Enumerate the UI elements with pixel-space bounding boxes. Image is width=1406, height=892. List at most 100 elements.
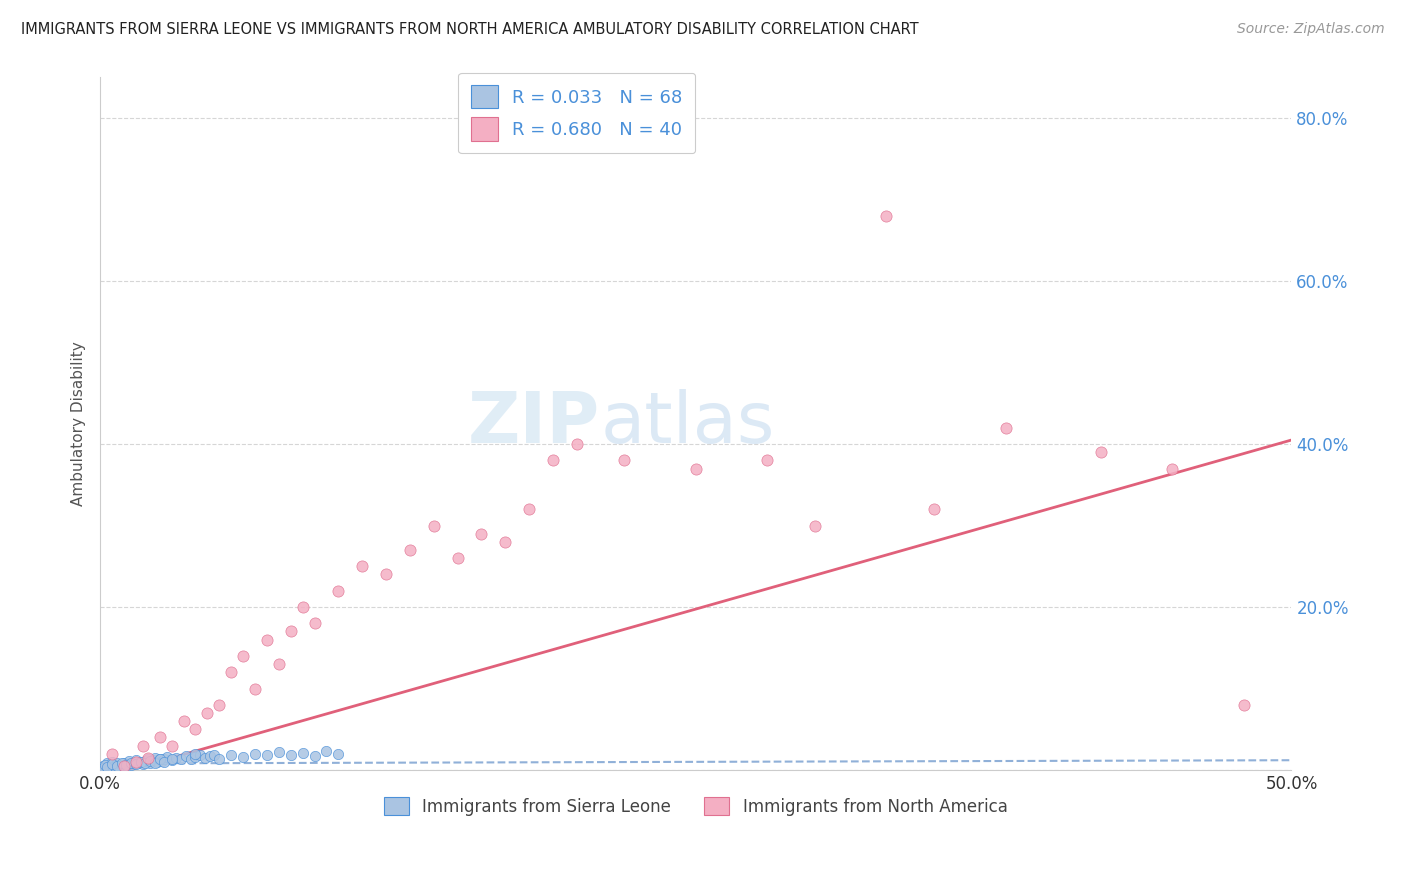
- Point: [756, 453, 779, 467]
- Point: [153, 752, 176, 766]
- Point: [565, 437, 588, 451]
- Text: Source: ZipAtlas.com: Source: ZipAtlas.com: [1237, 22, 1385, 37]
- Point: [256, 632, 278, 647]
- Point: [195, 706, 218, 720]
- Point: [115, 758, 138, 772]
- Point: [101, 757, 124, 772]
- Point: [101, 755, 124, 769]
- Point: [232, 648, 254, 663]
- Point: [105, 759, 128, 773]
- Point: [108, 760, 131, 774]
- Point: [243, 747, 266, 761]
- Point: [174, 749, 197, 764]
- Point: [160, 739, 183, 753]
- Point: [136, 752, 159, 766]
- Point: [685, 461, 707, 475]
- Point: [315, 744, 337, 758]
- Point: [125, 753, 148, 767]
- Point: [134, 754, 156, 768]
- Point: [256, 748, 278, 763]
- Point: [129, 755, 152, 769]
- Point: [96, 756, 118, 771]
- Point: [160, 753, 183, 767]
- Point: [153, 755, 176, 769]
- Point: [89, 762, 111, 776]
- Point: [115, 757, 138, 772]
- Point: [804, 518, 827, 533]
- Point: [160, 751, 183, 765]
- Y-axis label: Ambulatory Disability: Ambulatory Disability: [72, 342, 86, 506]
- Point: [188, 748, 211, 763]
- Point: [149, 752, 172, 766]
- Point: [446, 551, 468, 566]
- Point: [1161, 461, 1184, 475]
- Point: [304, 749, 326, 764]
- Point: [328, 583, 350, 598]
- Point: [98, 760, 121, 774]
- Point: [132, 757, 155, 772]
- Point: [101, 747, 124, 761]
- Point: [122, 756, 145, 770]
- Point: [143, 756, 166, 770]
- Point: [127, 756, 149, 771]
- Point: [184, 723, 207, 737]
- Point: [149, 731, 172, 745]
- Point: [96, 760, 118, 774]
- Point: [120, 756, 142, 770]
- Text: ZIP: ZIP: [468, 389, 600, 458]
- Point: [156, 750, 179, 764]
- Point: [136, 751, 159, 765]
- Point: [994, 421, 1017, 435]
- Point: [132, 739, 155, 753]
- Point: [129, 755, 152, 769]
- Point: [204, 747, 226, 762]
- Point: [208, 698, 231, 712]
- Point: [110, 758, 132, 772]
- Point: [112, 759, 135, 773]
- Point: [399, 543, 422, 558]
- Point: [922, 502, 945, 516]
- Point: [280, 624, 302, 639]
- Point: [208, 751, 231, 765]
- Point: [94, 761, 117, 775]
- Point: [141, 753, 163, 767]
- Point: [165, 751, 187, 765]
- Point: [375, 567, 398, 582]
- Point: [180, 751, 202, 765]
- Point: [1090, 445, 1112, 459]
- Text: IMMIGRANTS FROM SIERRA LEONE VS IMMIGRANTS FROM NORTH AMERICA AMBULATORY DISABIL: IMMIGRANTS FROM SIERRA LEONE VS IMMIGRAN…: [21, 22, 918, 37]
- Point: [91, 760, 114, 774]
- Point: [146, 755, 169, 769]
- Point: [184, 750, 207, 764]
- Point: [198, 749, 221, 764]
- Point: [134, 756, 156, 771]
- Point: [150, 754, 173, 768]
- Point: [304, 616, 326, 631]
- Point: [103, 759, 125, 773]
- Point: [125, 755, 148, 769]
- Point: [243, 681, 266, 696]
- Point: [120, 758, 142, 772]
- Point: [219, 665, 242, 680]
- Point: [422, 518, 444, 533]
- Point: [89, 763, 111, 777]
- Legend: Immigrants from Sierra Leone, Immigrants from North America: Immigrants from Sierra Leone, Immigrants…: [375, 789, 1017, 824]
- Point: [291, 600, 314, 615]
- Point: [94, 758, 117, 772]
- Point: [280, 747, 302, 762]
- Point: [118, 754, 141, 768]
- Point: [112, 756, 135, 770]
- Point: [139, 756, 162, 770]
- Point: [91, 759, 114, 773]
- Point: [541, 453, 564, 467]
- Point: [517, 502, 540, 516]
- Point: [232, 750, 254, 764]
- Text: atlas: atlas: [600, 389, 775, 458]
- Point: [139, 754, 162, 768]
- Point: [267, 745, 290, 759]
- Point: [470, 526, 492, 541]
- Point: [194, 751, 217, 765]
- Point: [328, 747, 350, 761]
- Point: [1233, 698, 1256, 712]
- Point: [219, 748, 242, 763]
